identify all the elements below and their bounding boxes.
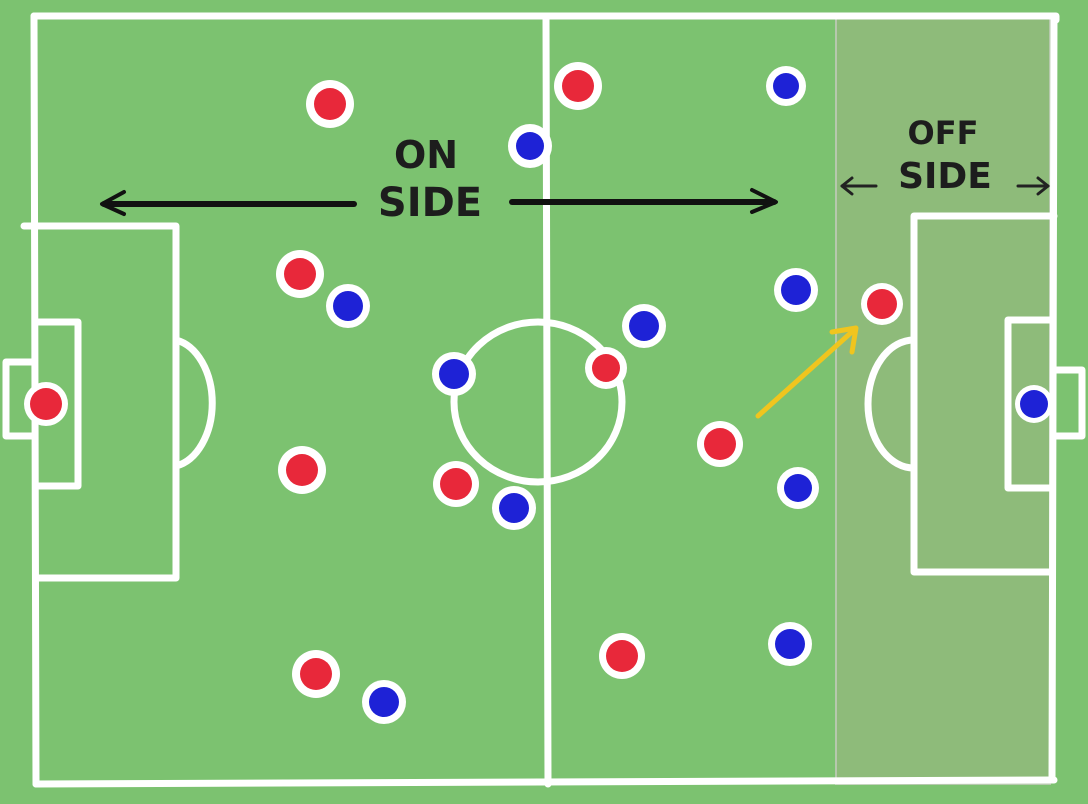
left-goal	[2, 358, 38, 440]
red-player	[292, 650, 340, 698]
right-goal-area	[1004, 316, 1056, 492]
onside-arrow	[100, 188, 778, 216]
red-player	[697, 421, 743, 467]
blue-player	[777, 467, 819, 509]
onside-label-side: SIDE	[378, 180, 482, 226]
red-player-offside	[861, 283, 903, 325]
red-player	[554, 62, 602, 110]
offside-arrow	[840, 176, 1050, 196]
left-penalty-arc	[172, 336, 216, 470]
onside-label-on: ON	[394, 133, 458, 177]
left-goal-area	[32, 318, 82, 490]
center-circle	[450, 318, 626, 486]
offside-label-off: OFF	[908, 114, 979, 152]
blue-player	[492, 486, 536, 530]
blue-player	[432, 352, 476, 396]
blue-player	[766, 66, 806, 106]
yellow-arrowhead	[829, 325, 859, 355]
right-goal	[1050, 366, 1086, 440]
red-player	[306, 80, 354, 128]
blue-team-players	[326, 66, 1053, 724]
halfway-line	[542, 12, 552, 788]
blue-player	[622, 304, 666, 348]
offside-arrowhead-right	[1036, 176, 1050, 196]
offside-label-side: SIDE	[898, 156, 992, 197]
pitch-lines	[2, 12, 1086, 788]
blue-player	[508, 124, 552, 168]
blue-player-goalkeeper	[1015, 385, 1053, 423]
red-player	[24, 382, 68, 426]
offside-arrowhead-left	[840, 176, 854, 196]
onside-arrowhead-left	[100, 190, 126, 216]
yellow-pointer-arrow	[755, 325, 859, 419]
right-penalty-box	[910, 212, 1058, 576]
blue-player	[768, 622, 812, 666]
red-player	[585, 347, 627, 389]
red-player	[599, 633, 645, 679]
blue-player	[774, 268, 818, 312]
right-penalty-arc	[864, 336, 918, 472]
red-player	[276, 250, 324, 298]
red-player	[278, 446, 326, 494]
right-goal-line	[1048, 12, 1058, 784]
blue-player	[326, 284, 370, 328]
red-player	[433, 461, 479, 507]
left-penalty-box	[20, 222, 180, 582]
blue-player	[362, 680, 406, 724]
offside-zone	[835, 17, 1051, 785]
red-team-players	[24, 62, 903, 698]
onside-arrowhead-right	[750, 188, 778, 214]
